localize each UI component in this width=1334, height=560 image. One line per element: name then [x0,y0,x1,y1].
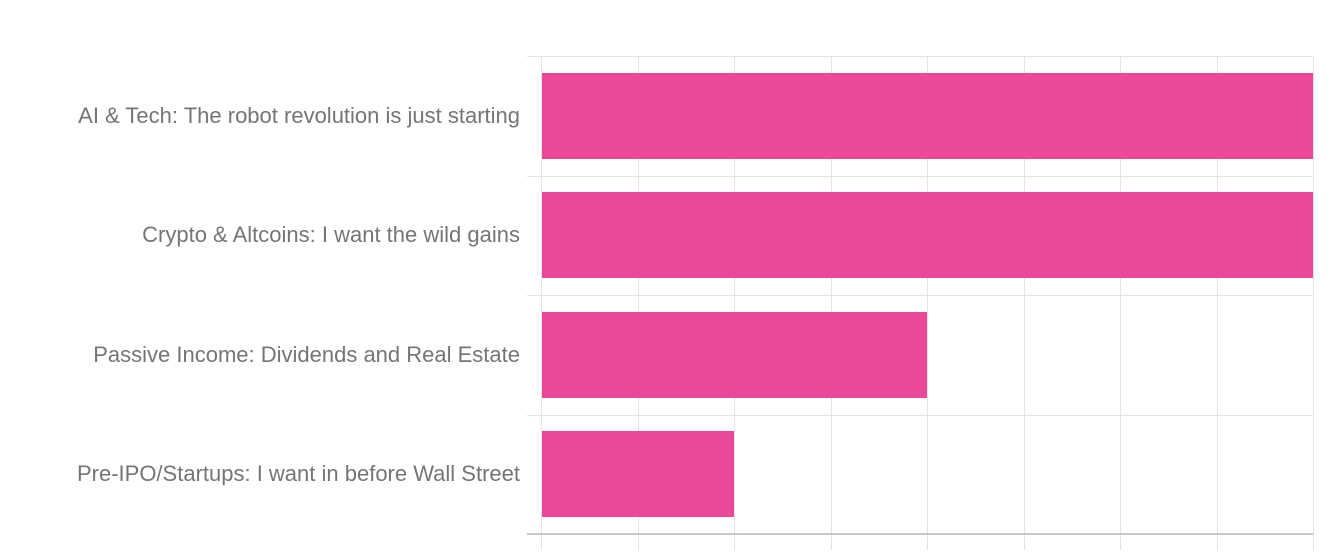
x-gridline [541,56,542,550]
x-gridline [1217,56,1218,550]
row-gridline [527,56,1313,57]
x-gridline [734,56,735,550]
x-axis-line [527,533,1313,535]
x-gridline [1024,56,1025,550]
category-label: Pre-IPO/Startups: I want in before Wall … [76,461,520,487]
x-gridline [1120,56,1121,550]
bar [542,192,1313,278]
bar [542,431,734,517]
category-label: AI & Tech: The robot revolution is just … [78,102,520,128]
category-label: Crypto & Altcoins: I want the wild gains [142,222,520,248]
row-gridline [527,415,1313,416]
row-gridline [527,176,1313,177]
bar [542,73,1313,159]
x-gridline [831,56,832,550]
category-labels: AI & Tech: The robot revolution is just … [0,56,520,534]
bar [542,312,927,398]
x-gridline [927,56,928,550]
x-gridline [638,56,639,550]
x-gridline [1313,56,1314,550]
plot-area [527,56,1314,550]
row-gridline [527,295,1313,296]
category-label: Passive Income: Dividends and Real Estat… [93,341,520,367]
